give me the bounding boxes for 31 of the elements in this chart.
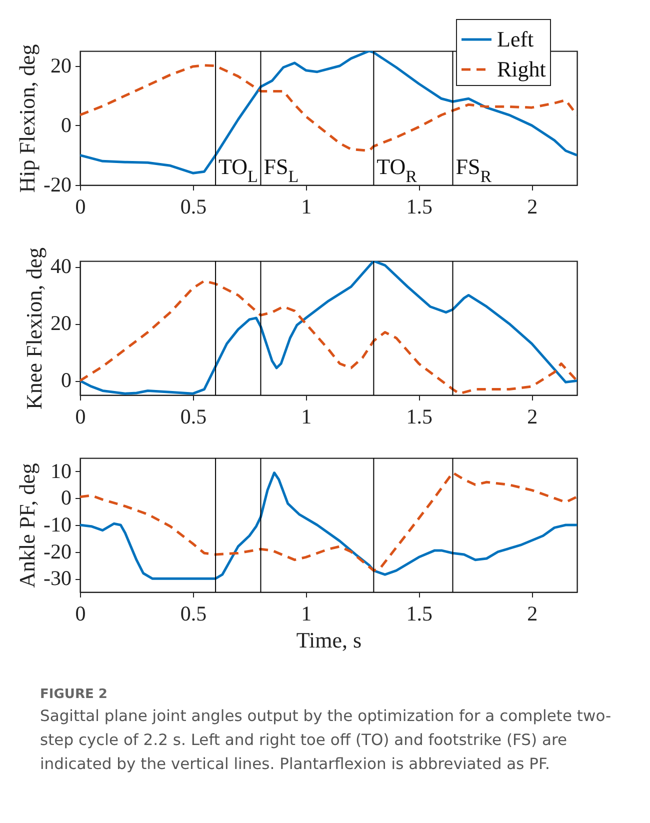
y-tick-label: -30 bbox=[44, 566, 72, 590]
y-tick-label: 20 bbox=[50, 53, 72, 78]
legend-label: Left bbox=[497, 26, 534, 52]
y-tick-label: -20 bbox=[44, 172, 72, 196]
y-axis-title: Ankle PF, deg bbox=[14, 463, 40, 588]
x-tick-label: 0.5 bbox=[180, 194, 207, 218]
x-tick-label: 0.5 bbox=[180, 404, 207, 428]
x-tick-label: 2 bbox=[527, 194, 538, 218]
x-tick-label: 2 bbox=[527, 404, 538, 428]
text: Sagittal plane joint angles output by the optimization for a complete two-step cycle of 2.2 s. Left and right toe off (TO) and footstrike (FS) are indicated by the vertical lines. Plantarflexion is abbreviated as PF. bbox=[40, 706, 612, 775]
y-tick-label: 40 bbox=[50, 254, 72, 278]
y-tick-label: -10 bbox=[44, 512, 72, 536]
caption: FIGURE 2 bbox=[40, 687, 108, 702]
y-tick-label: 0 bbox=[61, 486, 72, 510]
x-tick-label: 1.5 bbox=[406, 194, 432, 218]
y-tick-label: 20 bbox=[50, 311, 72, 336]
x-tick-label: 1 bbox=[301, 404, 312, 428]
legend-label: Right bbox=[497, 56, 546, 82]
x-axis-title: Time, s bbox=[296, 628, 362, 652]
x-tick-label: 1.5 bbox=[406, 404, 432, 428]
y-tick-label: 10 bbox=[50, 458, 72, 483]
y-axis-title: Knee Flexion, deg bbox=[22, 248, 46, 410]
x-tick-label: 0.5 bbox=[180, 602, 207, 626]
y-axis-title: Hip Flexion, deg bbox=[14, 44, 40, 193]
y-tick-label: 0 bbox=[61, 368, 72, 392]
x-tick-label: 1 bbox=[301, 602, 312, 626]
x-tick-label: 2 bbox=[527, 602, 538, 626]
y-tick-label: 0 bbox=[61, 112, 72, 137]
y-tick-label: -20 bbox=[44, 539, 72, 564]
x-tick-label: 1.5 bbox=[406, 602, 432, 626]
x-tick-label: 1 bbox=[301, 194, 312, 218]
